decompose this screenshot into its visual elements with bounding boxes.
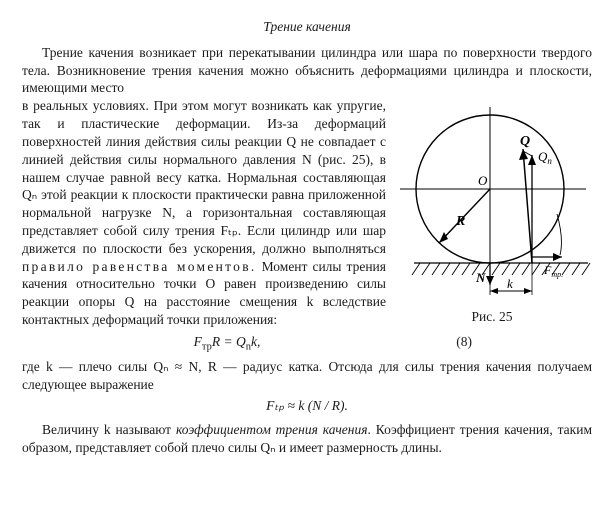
equation-2: Fₜₚ ≈ k (N / R).	[22, 397, 592, 415]
final-paragraph: Величину k называют коэффициентом трения…	[22, 421, 592, 457]
label-Qn: Qn	[538, 149, 552, 166]
body-span-1: в реальных условиях. При этом могут возн…	[22, 98, 386, 256]
label-R: R	[455, 214, 465, 229]
eq1-text: FтрR = Qnk,	[194, 334, 261, 349]
intro-text: Трение качения возникает при перекатыван…	[22, 45, 592, 96]
equation-8: FтрR = Qnk, (8)	[22, 333, 592, 355]
page-title: Трение качения	[22, 18, 592, 36]
eq1-number: (8)	[432, 333, 592, 351]
label-Ftr: Fтр.	[543, 263, 563, 279]
rolling-friction-diagram: R O Q Qn Fтр. N k	[392, 99, 592, 299]
spaced-rule: правило равенства моментов.	[22, 259, 257, 274]
final-em: коэффициентом трения качения	[176, 422, 368, 437]
label-N: N	[475, 270, 486, 285]
figure-25: R O Q Qn Fтр. N k Рис. 25	[392, 99, 592, 326]
body-paragraph: Трение качения возникает при перекатыван…	[22, 44, 592, 97]
label-Q: Q	[520, 134, 530, 149]
final-1: Величину k называют	[42, 422, 176, 437]
label-O: O	[478, 173, 488, 188]
where-paragraph: где k — плечо силы Qₙ ≈ N, R — радиус ка…	[22, 358, 592, 394]
figure-caption: Рис. 25	[392, 308, 592, 326]
label-k: k	[507, 276, 513, 291]
